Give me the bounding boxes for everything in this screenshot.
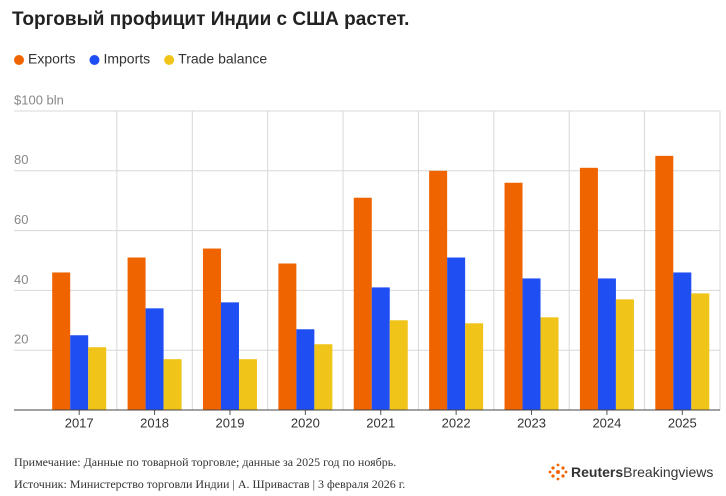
y-tick-label: 60	[14, 212, 28, 227]
logo-icon	[548, 463, 568, 481]
bar	[371, 287, 390, 410]
legend-swatch	[89, 55, 100, 65]
x-tick-label: 2020	[291, 415, 320, 430]
legend-label: Exports	[28, 51, 75, 67]
source: Источник: Министерство торговли Индии | …	[14, 477, 405, 491]
x-tick-label: 2021	[366, 415, 395, 430]
chart-title: Торговый профицит Индии с США растет.	[12, 9, 409, 30]
bar	[145, 308, 164, 410]
bar	[296, 329, 315, 410]
bar	[655, 155, 674, 410]
bar	[615, 299, 634, 410]
bar	[447, 257, 466, 410]
bar	[504, 182, 523, 410]
legend-label: Trade balance	[178, 51, 267, 67]
x-tick-label: 2024	[592, 415, 621, 430]
brand: Reuters	[571, 464, 623, 480]
bar	[163, 359, 182, 410]
legend-swatch	[164, 55, 175, 65]
x-tick-label: 2022	[442, 415, 471, 430]
x-tick-label: 2018	[140, 415, 169, 430]
y-tick-label: 20	[14, 332, 28, 347]
x-tick-label: 2017	[65, 415, 94, 430]
bar	[353, 197, 372, 410]
legend-swatch	[14, 55, 24, 65]
bar	[673, 272, 692, 410]
x-tick-label: 2025	[668, 415, 697, 430]
bar	[522, 278, 541, 410]
bar	[278, 263, 297, 410]
logo: ReutersBreakingviews	[571, 464, 713, 480]
bar	[540, 317, 559, 410]
bar	[597, 278, 616, 410]
bar	[465, 323, 484, 410]
brand-sub: Breakingviews	[623, 464, 713, 480]
y-tick-label: $100 bln	[14, 92, 64, 107]
bar	[220, 302, 239, 410]
bar	[429, 170, 448, 410]
bar	[70, 335, 89, 410]
y-tick-label: 40	[14, 272, 28, 287]
bar	[202, 248, 221, 410]
x-tick-label: 2019	[216, 415, 245, 430]
bar	[691, 293, 710, 410]
note: Примечание: Данные по товарной торговле;…	[14, 455, 396, 469]
bar	[52, 272, 71, 410]
y-tick-label: 80	[14, 152, 28, 167]
bar	[88, 347, 107, 410]
bar	[389, 320, 408, 410]
bar	[127, 257, 146, 410]
legend-label: Imports	[103, 51, 150, 67]
bar	[579, 167, 598, 410]
bar	[314, 344, 333, 410]
x-tick-label: 2023	[517, 415, 546, 430]
bar	[238, 359, 257, 410]
